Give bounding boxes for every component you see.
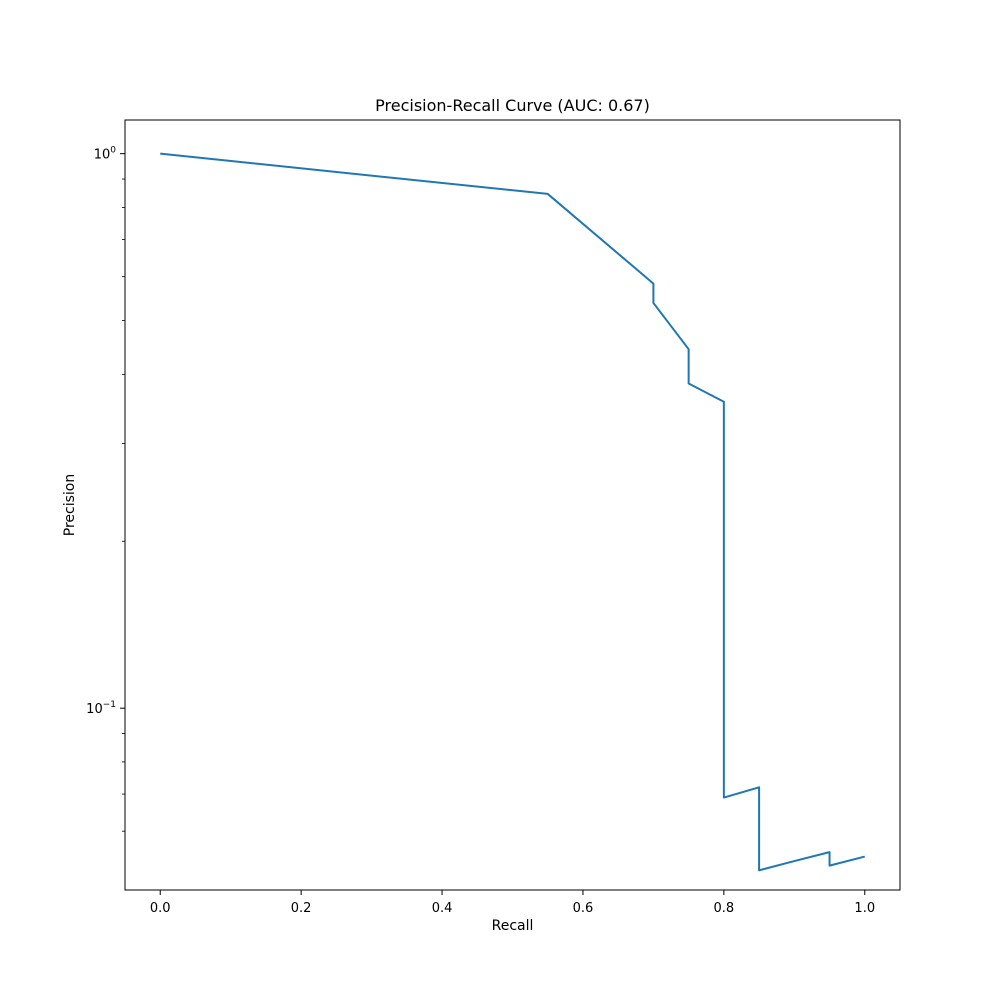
x-tick-label: 0.4 (432, 901, 453, 916)
x-axis-title: Recall (492, 918, 534, 934)
plot-area: 0.0 0.2 0.4 0.6 0.8 1.0 100 10−1 (86, 119, 901, 916)
x-tick-label: 0.6 (573, 901, 594, 916)
y-axis-title: Precision (62, 474, 78, 536)
x-tick-label: 1.0 (854, 901, 875, 916)
plot-frame (124, 119, 901, 891)
x-tick-label: 0.8 (714, 901, 735, 916)
y-tick-label: 10−1 (86, 700, 116, 717)
y-tick-label: 100 (94, 146, 117, 163)
pr-curve-line (160, 152, 866, 872)
x-tick-label: 0.0 (150, 901, 171, 916)
x-tick-label: 0.2 (291, 901, 312, 916)
chart-title: Precision-Recall Curve (AUC: 0.67) (375, 96, 650, 115)
